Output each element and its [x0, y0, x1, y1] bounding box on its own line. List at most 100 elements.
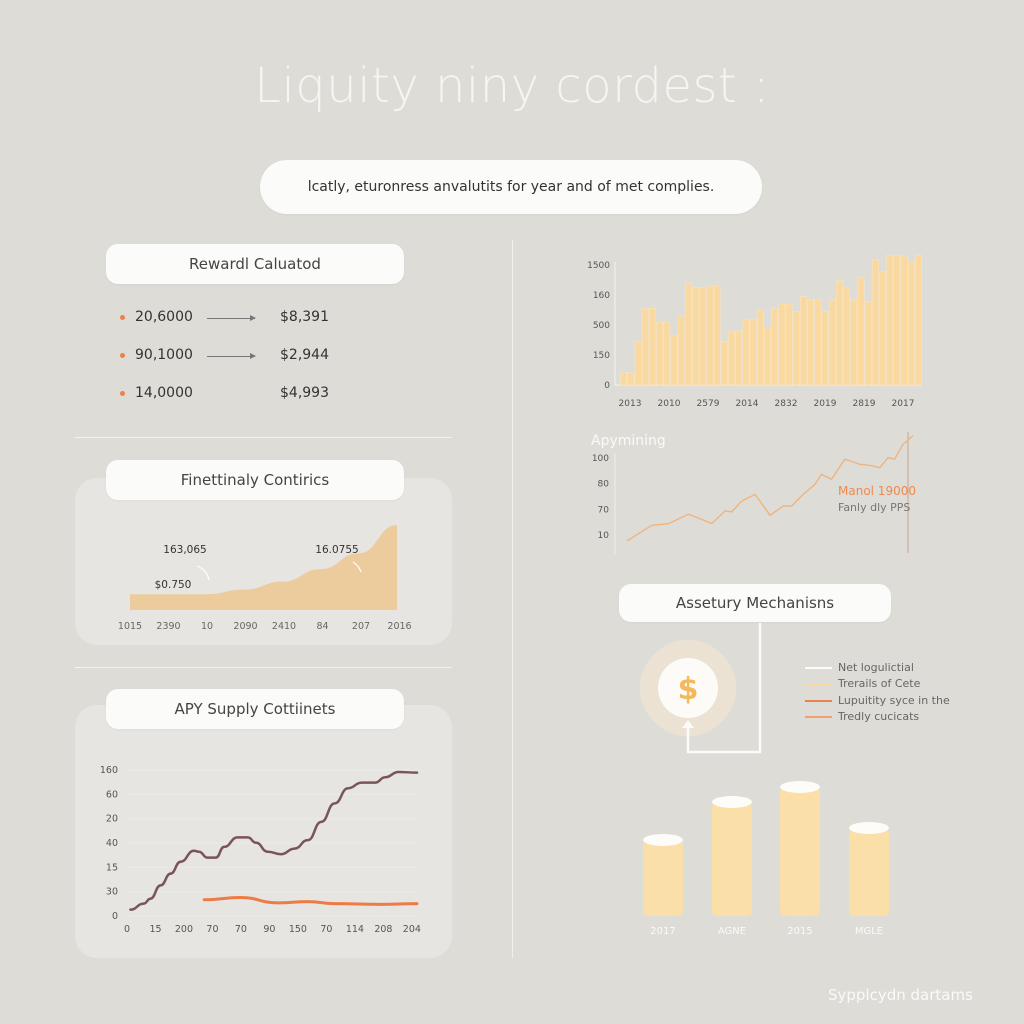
mechanism-diagram: $ — [640, 623, 762, 754]
x-tick-label: 2010 — [658, 399, 681, 409]
y-tick-label: 80 — [598, 480, 610, 490]
bar — [778, 303, 786, 386]
annotation-label: 16.0755 — [315, 544, 358, 556]
series-brown-line — [129, 770, 419, 911]
reward-amount: 14,0000 — [135, 385, 193, 401]
cylinder-bar — [780, 787, 820, 916]
bar — [850, 299, 858, 386]
arrow-icon — [207, 315, 256, 321]
y-tick-label: 160 — [100, 765, 118, 776]
y-tick-label: 15 — [106, 862, 118, 873]
area-series — [130, 525, 397, 610]
x-tick-label: 2017 — [650, 926, 675, 937]
bar — [756, 309, 764, 386]
top-bar-chart: 0 150 500 160 1500 2013 2010 2579 2014 2832 2019 28… — [587, 254, 922, 409]
reward-amount: 90,1000 — [135, 347, 193, 363]
bar — [692, 287, 700, 386]
apymining-line-chart: Apymining 10 70 80 100 Manol 19000 Fanly dly P… — [591, 432, 916, 555]
x-tick-label: 2017 — [892, 399, 915, 409]
legend-label: Lupuitity syce in the — [838, 693, 950, 707]
bar — [893, 254, 901, 386]
bullet-dot — [120, 315, 125, 320]
x-tick-label: 70 — [206, 924, 218, 935]
bar — [835, 280, 843, 386]
x-tick-label: 70 — [235, 924, 247, 935]
bar — [900, 255, 908, 386]
y-tick-label: 500 — [593, 321, 610, 331]
arrow-icon — [207, 353, 256, 359]
bar — [828, 299, 836, 386]
cylinder-bar — [643, 840, 683, 916]
reward-value: $8,391 — [280, 309, 329, 325]
divider — [75, 667, 452, 668]
x-tick-label: 90 — [263, 924, 275, 935]
y-tick-label: 40 — [106, 838, 118, 849]
bar — [742, 318, 750, 386]
apy-title: APY Supply Cottiinets — [106, 689, 404, 729]
bar — [785, 303, 793, 386]
x-tick-label: 2410 — [272, 621, 296, 632]
x-tick-label: 2390 — [156, 621, 180, 632]
bar — [771, 308, 779, 386]
y-tick-label: 1500 — [587, 261, 610, 271]
y-tick-label: 10 — [598, 531, 610, 541]
reward-amount: 20,6000 — [135, 309, 193, 325]
bar — [843, 287, 851, 386]
series-orange-line — [202, 896, 419, 906]
bar — [670, 334, 678, 386]
annotation-arrow — [352, 561, 362, 573]
bar — [684, 282, 692, 386]
y-tick-label: 20 — [106, 814, 118, 825]
bar — [857, 277, 865, 386]
annotation-arrow — [196, 565, 210, 581]
bar — [749, 318, 757, 386]
x-tick-label: 207 — [352, 621, 370, 632]
bar — [706, 285, 714, 386]
y-tick-label: 100 — [592, 454, 609, 464]
finettinaly-area-chart: 1015 2390 10 2090 2410 84 207 2016 163,065 $0.750… — [118, 525, 412, 632]
bar — [792, 311, 800, 386]
bar — [627, 372, 635, 386]
x-tick-label: 2019 — [814, 399, 837, 409]
bar — [620, 372, 628, 386]
footer-text: Sypplcydn dartams — [828, 986, 973, 1004]
x-tick-label: 2090 — [233, 621, 257, 632]
annotation-label: $0.750 — [155, 579, 192, 591]
bullet-dot — [120, 391, 125, 396]
x-tick-label: 150 — [289, 924, 307, 935]
x-tick-label: AGNE — [718, 926, 746, 937]
bar — [871, 259, 879, 386]
annotation-label: 163,065 — [163, 544, 206, 556]
cylinder-top — [849, 822, 889, 834]
cylinder-bar — [712, 802, 752, 916]
legend-label: Net logulictial — [838, 661, 914, 674]
reward-calculator-title: Rewardl Caluatod — [106, 244, 404, 284]
apymining-title: Apymining — [591, 433, 666, 449]
bar — [663, 321, 671, 386]
x-tick-label: MGLE — [855, 926, 883, 937]
bar — [634, 341, 642, 386]
divider — [75, 437, 452, 438]
x-tick-label: 84 — [316, 621, 328, 632]
bar — [886, 254, 894, 386]
page-title: Liquity niny cordest : — [254, 58, 770, 114]
series-line — [626, 435, 914, 542]
bar — [764, 327, 771, 386]
annotation-value: Manol 19000 — [838, 484, 916, 498]
reward-value: $2,944 — [280, 347, 329, 363]
legend-swatch — [805, 667, 832, 669]
x-tick-label: 70 — [320, 924, 332, 935]
bar — [814, 299, 822, 386]
bar — [713, 285, 721, 386]
legend-label: Trerails of Cete — [838, 677, 921, 691]
bar — [720, 341, 728, 386]
cylinder-bar-chart: 2017 AGNE 2015 MGLE — [643, 781, 889, 937]
dollar-coin-icon — [658, 658, 718, 718]
annotation-caption: Fanly dly PPS — [838, 501, 910, 514]
finettinaly-title: Finettinaly Contirics — [106, 460, 404, 500]
x-tick-label: 204 — [403, 924, 421, 935]
cylinder-top — [780, 781, 820, 793]
bar — [677, 315, 685, 386]
bar — [641, 307, 649, 386]
x-tick-label: 2015 — [787, 926, 812, 937]
